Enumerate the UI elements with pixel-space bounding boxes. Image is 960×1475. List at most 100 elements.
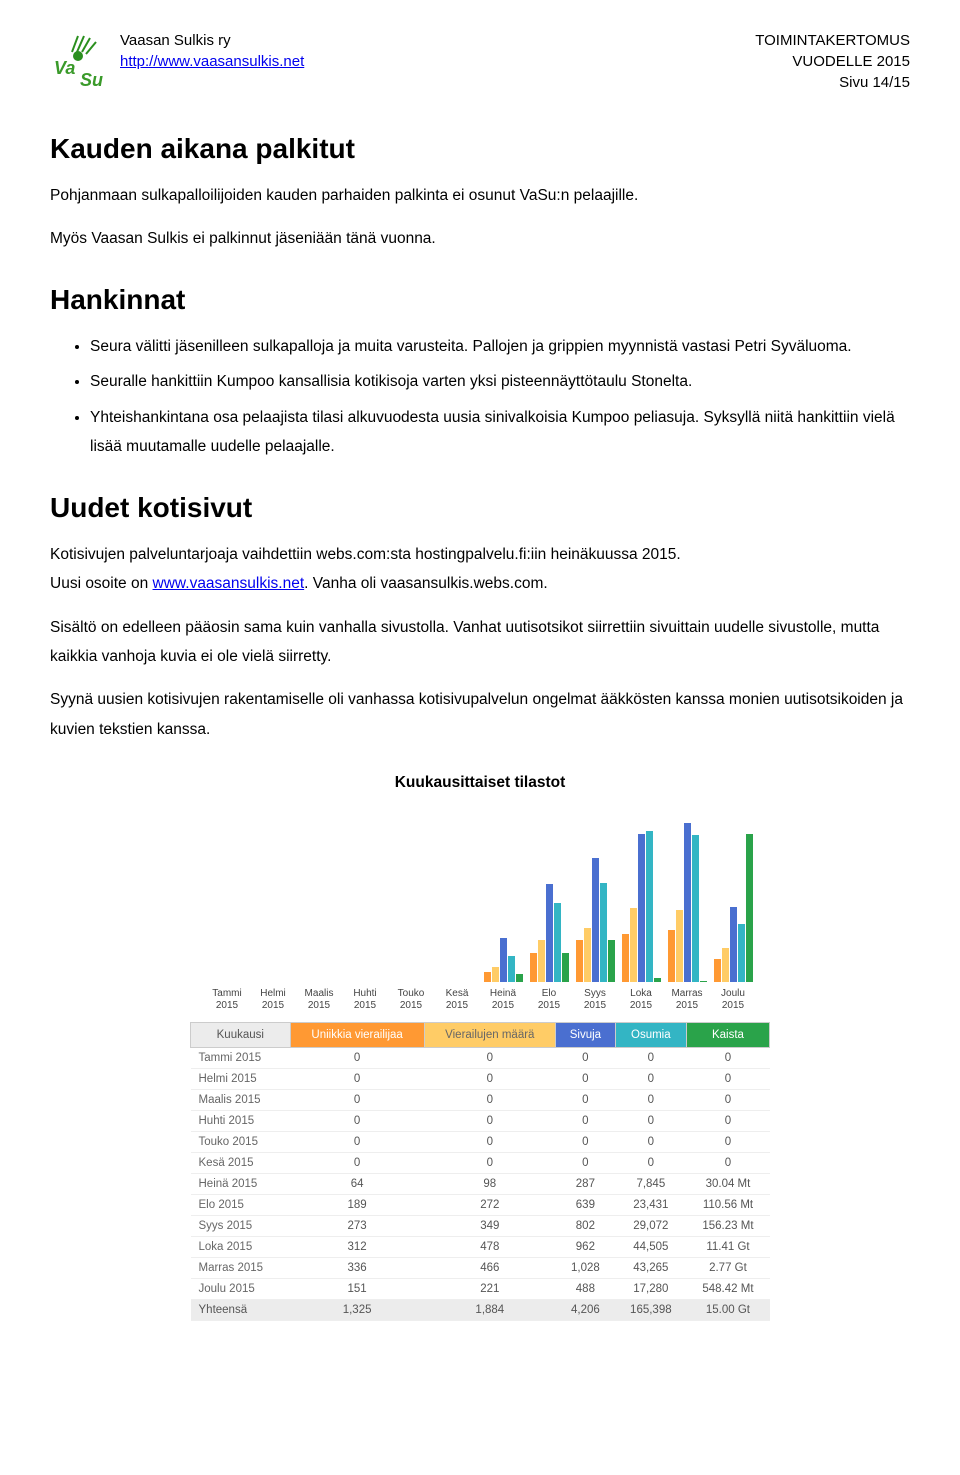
text: Kotisivujen palveluntarjoaja vaihdettiin… bbox=[50, 546, 681, 563]
chart-bar bbox=[600, 883, 607, 982]
table-row: Huhti 201500000 bbox=[191, 1111, 770, 1132]
page-header: Va Su Vaasan Sulkis ry http://www.vaasan… bbox=[50, 30, 910, 93]
cell-kaista: 0 bbox=[686, 1090, 769, 1111]
chart-xaxis-label: Heinä2015 bbox=[481, 988, 525, 1012]
cell-month: Syys 2015 bbox=[191, 1216, 291, 1237]
para-s1-1: Pohjanmaan sulkapalloilijoiden kauden pa… bbox=[50, 181, 910, 210]
chart-bar bbox=[546, 884, 553, 983]
cell-uniikkia: 312 bbox=[290, 1237, 424, 1258]
chart-month-group bbox=[619, 831, 663, 982]
cell-kaista: 2.77 Gt bbox=[686, 1258, 769, 1279]
table-header-row: Kuukausi Uniikkia vierailijaa Vierailuje… bbox=[191, 1023, 770, 1048]
cell-kaista: 0 bbox=[686, 1153, 769, 1174]
chart-title: Kuukausittaiset tilastot bbox=[50, 774, 910, 792]
cell-sivuja: 488 bbox=[556, 1279, 616, 1300]
chart-xaxis-label: Touko2015 bbox=[389, 988, 433, 1012]
cell-month: Touko 2015 bbox=[191, 1132, 291, 1153]
cell-sivuja: 287 bbox=[556, 1174, 616, 1195]
cell-uniikkia: 0 bbox=[290, 1111, 424, 1132]
list-item: Seura välitti jäsenilleen sulkapalloja j… bbox=[90, 332, 910, 361]
cell-vierailuja: 0 bbox=[424, 1048, 555, 1069]
cell-sivuja: 802 bbox=[556, 1216, 616, 1237]
cell-osumia: 0 bbox=[615, 1132, 686, 1153]
cell-sivuja: 0 bbox=[556, 1111, 616, 1132]
cell-kaista: 0 bbox=[686, 1048, 769, 1069]
chart-bar bbox=[654, 978, 661, 982]
cell-vierailuja: 466 bbox=[424, 1258, 555, 1279]
table-row: Tammi 201500000 bbox=[191, 1048, 770, 1069]
cell-month: Helmi 2015 bbox=[191, 1069, 291, 1090]
cell-sivuja: 1,028 bbox=[556, 1258, 616, 1279]
cell-uniikkia: 0 bbox=[290, 1048, 424, 1069]
chart-bar bbox=[500, 938, 507, 982]
table-row: Syys 201527334980229,072156.23 Mt bbox=[191, 1216, 770, 1237]
cell-sivuja: 0 bbox=[556, 1132, 616, 1153]
table-row: Elo 201518927263923,431110.56 Mt bbox=[191, 1195, 770, 1216]
cell-kaista: 0 bbox=[686, 1069, 769, 1090]
chart-bar bbox=[646, 831, 653, 982]
cell-sivuja: 0 bbox=[556, 1048, 616, 1069]
cell-kaista: 110.56 Mt bbox=[686, 1195, 769, 1216]
chart-xaxis: Tammi2015Helmi2015Maalis2015Huhti2015Tou… bbox=[190, 988, 770, 1012]
cell-vierailuja: 0 bbox=[424, 1069, 555, 1090]
svg-text:Su: Su bbox=[80, 70, 103, 90]
cell-month: Yhteensä bbox=[191, 1300, 291, 1321]
chart-bar bbox=[676, 910, 683, 982]
chart-bar bbox=[508, 956, 515, 983]
cell-osumia: 0 bbox=[615, 1090, 686, 1111]
cell-kaista: 156.23 Mt bbox=[686, 1216, 769, 1237]
cell-vierailuja: 478 bbox=[424, 1237, 555, 1258]
text: . Vanha oli vaasansulkis.webs.com. bbox=[304, 575, 548, 592]
cell-uniikkia: 0 bbox=[290, 1090, 424, 1111]
org-name: Vaasan Sulkis ry bbox=[120, 30, 304, 51]
stats-block: Tammi2015Helmi2015Maalis2015Huhti2015Tou… bbox=[190, 802, 770, 1321]
cell-kaista: 30.04 Mt bbox=[686, 1174, 769, 1195]
cell-sivuja: 0 bbox=[556, 1090, 616, 1111]
chart-month-group bbox=[711, 834, 755, 983]
table-row: Marras 20153364661,02843,2652.77 Gt bbox=[191, 1258, 770, 1279]
para-s3-2: Sisältö on edelleen pääosin sama kuin va… bbox=[50, 613, 910, 672]
th-sivuja: Sivuja bbox=[556, 1023, 616, 1048]
cell-uniikkia: 0 bbox=[290, 1069, 424, 1090]
cell-kaista: 0 bbox=[686, 1111, 769, 1132]
logo-vasu: Va Su bbox=[50, 30, 110, 90]
cell-month: Elo 2015 bbox=[191, 1195, 291, 1216]
cell-vierailuja: 272 bbox=[424, 1195, 555, 1216]
cell-vierailuja: 98 bbox=[424, 1174, 555, 1195]
cell-month: Heinä 2015 bbox=[191, 1174, 291, 1195]
chart-bar bbox=[738, 924, 745, 983]
chart-month-group bbox=[481, 938, 525, 982]
cell-osumia: 17,280 bbox=[615, 1279, 686, 1300]
chart-month-group bbox=[665, 823, 709, 982]
chart-bar bbox=[692, 835, 699, 982]
bar-chart bbox=[190, 802, 770, 982]
chart-xaxis-label: Marras2015 bbox=[665, 988, 709, 1012]
heading-kotisivut: Uudet kotisivut bbox=[50, 492, 910, 524]
cell-uniikkia: 0 bbox=[290, 1132, 424, 1153]
cell-vierailuja: 0 bbox=[424, 1153, 555, 1174]
chart-xaxis-label: Syys2015 bbox=[573, 988, 617, 1012]
header-left: Va Su Vaasan Sulkis ry http://www.vaasan… bbox=[50, 30, 304, 90]
list-item: Yhteishankintana osa pelaajista tilasi a… bbox=[90, 403, 910, 462]
org-url-link[interactable]: http://www.vaasansulkis.net bbox=[120, 53, 304, 70]
chart-xaxis-label: Kesä2015 bbox=[435, 988, 479, 1012]
table-row: Heinä 201564982877,84530.04 Mt bbox=[191, 1174, 770, 1195]
doc-title: TOIMINTAKERTOMUS bbox=[755, 30, 910, 51]
cell-osumia: 0 bbox=[615, 1111, 686, 1132]
new-site-link[interactable]: www.vaasansulkis.net bbox=[153, 575, 305, 592]
th-uniikkia: Uniikkia vierailijaa bbox=[290, 1023, 424, 1048]
cell-osumia: 43,265 bbox=[615, 1258, 686, 1279]
cell-month: Kesä 2015 bbox=[191, 1153, 291, 1174]
chart-bar bbox=[722, 948, 729, 982]
chart-bar bbox=[730, 907, 737, 982]
th-kuukausi: Kuukausi bbox=[191, 1023, 291, 1048]
table-row: Joulu 201515122148817,280548.42 Mt bbox=[191, 1279, 770, 1300]
cell-kaista: 11.41 Gt bbox=[686, 1237, 769, 1258]
stats-table: Kuukausi Uniikkia vierailijaa Vierailuje… bbox=[190, 1022, 770, 1321]
cell-month: Joulu 2015 bbox=[191, 1279, 291, 1300]
cell-osumia: 23,431 bbox=[615, 1195, 686, 1216]
chart-bar bbox=[700, 981, 707, 982]
header-left-text: Vaasan Sulkis ry http://www.vaasansulkis… bbox=[120, 30, 304, 72]
cell-month: Marras 2015 bbox=[191, 1258, 291, 1279]
chart-bar bbox=[538, 940, 545, 982]
